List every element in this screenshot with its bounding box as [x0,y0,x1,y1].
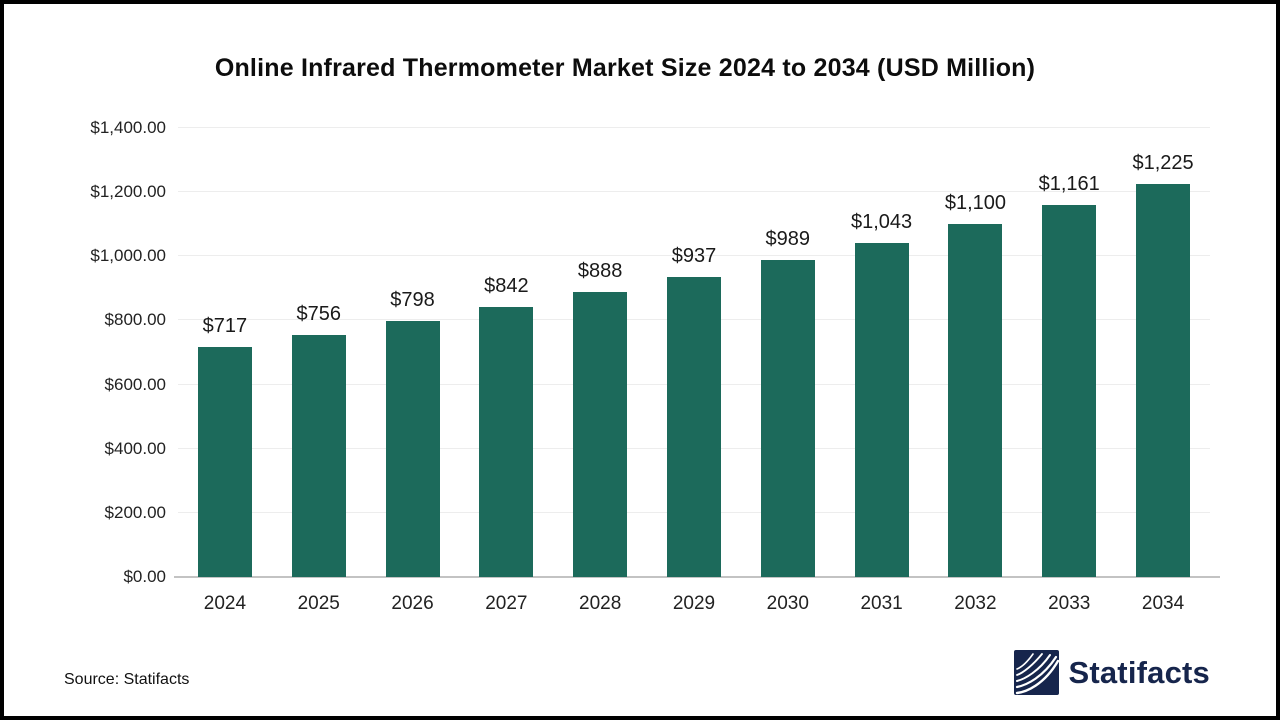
bar-value-label: $717 [202,315,248,338]
bar-slot-2027: $842 2027 [459,128,553,614]
y-axis: $1,400.00 $1,200.00 $1,000.00 $800.00 $600.0… [44,118,166,586]
statifacts-logo-text: Statifacts [1068,654,1210,690]
bar-series: $717 2024 $756 2025 $798 2026 $842 2027 $888 2028… [178,128,1210,615]
source-text: Source: Statifacts [64,671,190,688]
bar-2025 [291,334,346,577]
bar-2028 [573,292,628,577]
bar-slot-2033: $1,161 2033 [1022,128,1116,614]
bar-value-label: $1,100 [944,192,1006,215]
bar-slot-2031: $1,043 2031 [835,128,929,615]
bar-2024 [197,347,252,577]
bar-value-label: $1,043 [851,210,913,233]
gridline [178,191,1210,193]
bar-2029 [666,276,721,577]
bar-2033 [1042,204,1097,577]
bar-value-label: $842 [484,274,529,297]
x-axis-tick-label: 2032 [954,593,997,614]
bar-value-label: $798 [390,289,435,312]
bar-slot-2034: $1,225 2034 [1116,128,1210,614]
y-axis-tick-label: $200.00 [104,502,166,522]
bar-2030 [760,259,815,577]
bar-value-label: $1,161 [1038,172,1100,195]
bar-slot-2025: $756 2025 [272,128,366,614]
x-axis-tick-label: 2031 [860,593,903,614]
x-axis-tick-label: 2030 [766,593,809,614]
x-axis-tick-label: 2027 [485,593,528,614]
y-axis-tick-label: $1,200.00 [90,182,166,202]
plot-area: $717 2024 $756 2025 $798 2026 $842 2027 $888 2028… [174,127,1220,615]
y-axis-tick-label: $600.00 [104,374,166,394]
gridline [178,127,1210,128]
bar-slot-2029: $937 2029 [647,128,741,614]
bar-value-label: $989 [765,227,811,250]
bar-value-label: $1,225 [1132,152,1194,175]
x-axis-tick-label: 2024 [203,593,247,614]
x-axis-baseline [174,576,1220,578]
bar-2032 [948,224,1003,577]
bar-slot-2032: $1,100 2032 [929,128,1023,614]
bar-slot-2024: $717 2024 [178,128,272,614]
bar-slot-2028: $888 2028 [553,128,647,614]
y-axis-tick-label: $400.00 [104,438,166,458]
bar-2027 [479,306,534,577]
y-axis-tick-label: $800.00 [104,310,166,330]
bar-value-label: $756 [296,302,341,325]
bar-value-label: $888 [577,260,623,283]
bar-2031 [854,242,909,577]
gridline [178,255,1210,257]
statifacts-logo-icon [1014,650,1060,695]
x-axis-tick-label: 2026 [391,593,434,614]
bar-slot-2026: $798 2026 [366,128,460,614]
y-axis-tick-label: $1,000.00 [90,246,166,266]
bar-slot-2030: $989 2030 [741,128,835,614]
bar-value-label: $937 [671,244,717,267]
x-axis-tick-label: 2029 [672,593,716,614]
x-axis-tick-label: 2034 [1141,593,1185,614]
x-axis-tick-label: 2025 [297,593,340,614]
chart-title: Online Infrared Thermometer Market Size … [214,54,1036,82]
x-axis-tick-label: 2028 [579,593,622,614]
x-axis-tick-label: 2033 [1048,593,1091,614]
y-axis-tick-label: $0.00 [123,567,166,586]
bar-2026 [385,321,440,577]
statifacts-logo: Statifacts [1014,650,1210,695]
bar-2034 [1136,184,1191,577]
y-axis-tick-label: $1,400.00 [90,118,166,137]
